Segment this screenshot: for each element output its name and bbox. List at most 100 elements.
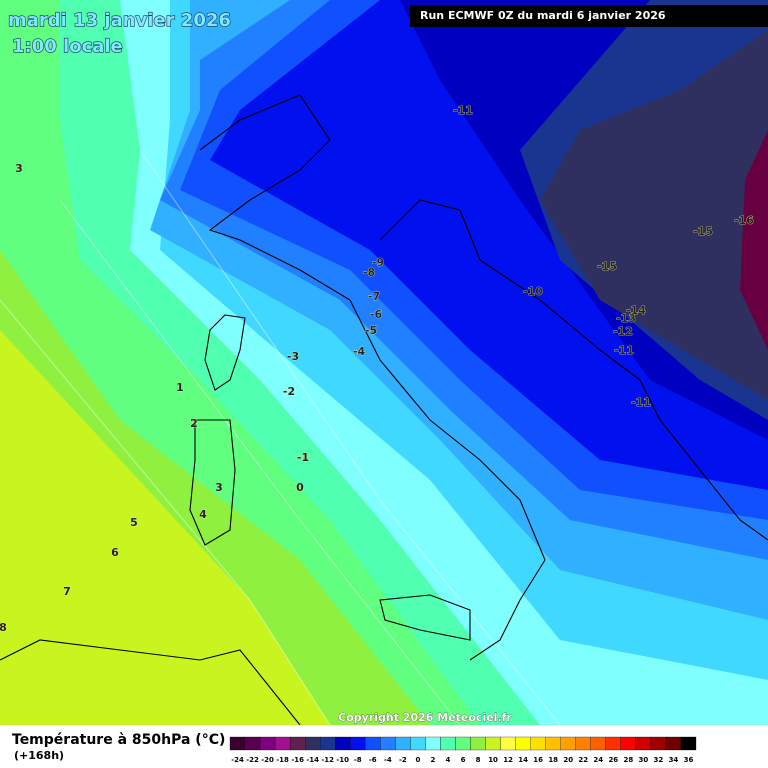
contour-label: -15 <box>693 225 713 238</box>
contour-label: -11 <box>631 396 651 409</box>
contour-label: 2 <box>190 417 198 430</box>
contour-label: -14 <box>626 304 646 317</box>
colorbar-label: 6 <box>461 756 466 764</box>
temperature-field <box>0 0 768 726</box>
colorbar-cell <box>665 736 682 751</box>
colorbar-cell <box>365 736 381 751</box>
colorbar-label: -18 <box>276 756 289 764</box>
colorbar-cell <box>485 736 501 751</box>
contour-label: -2 <box>283 385 295 398</box>
lead-time: (+168h) <box>14 749 64 762</box>
colorbar-label: 14 <box>518 756 528 764</box>
colorbar-label: 30 <box>639 756 649 764</box>
map-time: 1:00 locale <box>12 36 123 57</box>
run-info: Run ECMWF 0Z du mardi 6 janvier 2026 <box>420 9 666 22</box>
colorbar-cell <box>410 736 426 751</box>
legend-title: Température à 850hPa (°C) <box>12 732 225 748</box>
colorbar-cell <box>440 736 456 751</box>
colorbar-cell <box>515 736 531 751</box>
colorbar-cell <box>620 736 637 751</box>
contour-label: -7 <box>368 290 380 303</box>
contour-label: -13 <box>616 312 636 325</box>
colorbar-cell <box>590 736 606 751</box>
colorbar-cell <box>350 736 366 751</box>
colorbar-label: 26 <box>608 756 618 764</box>
colorbar-cell <box>425 736 441 751</box>
colorbar-label: 36 <box>684 756 694 764</box>
colorbar-cell <box>470 736 486 751</box>
contour-label: 8 <box>0 621 7 634</box>
colorbar-label: -14 <box>306 756 319 764</box>
colorbar-cell <box>244 736 261 751</box>
colorbar-label: 2 <box>430 756 435 764</box>
contour-label: -11 <box>453 104 473 117</box>
colorbar-cell <box>320 736 336 751</box>
contour-label: -9 <box>372 256 384 269</box>
copyright: Copyright 2026 Meteociel.fr <box>338 711 512 724</box>
colorbar-label: -20 <box>261 756 274 764</box>
corsica <box>204 314 246 391</box>
colorbar-cell <box>575 736 591 751</box>
colorbar-cell <box>289 736 306 751</box>
sardinia <box>189 419 236 546</box>
colorbar-label: -8 <box>354 756 362 764</box>
colorbar-cell <box>650 736 667 751</box>
contour-label: 5 <box>130 516 138 529</box>
colorbar-label: 16 <box>533 756 543 764</box>
colorbar-label: 8 <box>476 756 481 764</box>
colorbar-cell <box>259 736 276 751</box>
colorbar-label: 32 <box>654 756 664 764</box>
colorbar-cell <box>395 736 411 751</box>
contour-label: 6 <box>111 546 119 559</box>
contour-label: -16 <box>734 214 754 227</box>
contour-label: -12 <box>613 325 633 338</box>
colorbar-cell <box>500 736 516 751</box>
colorbar-cell <box>635 736 652 751</box>
colorbar-label: 12 <box>503 756 513 764</box>
colorbar-cell <box>545 736 561 751</box>
contour-label: -10 <box>523 285 543 298</box>
map-title: mardi 13 janvier 2026 <box>8 10 231 31</box>
colorbar-cell <box>274 736 291 751</box>
colorbar-label: 34 <box>669 756 679 764</box>
sicily <box>379 594 471 641</box>
colorbar-label: 20 <box>563 756 573 764</box>
contour-label: -1 <box>297 451 309 464</box>
colorbar-cell <box>530 736 546 751</box>
colorbar-cell <box>455 736 471 751</box>
colorbar-cell <box>680 736 697 751</box>
contour-label: -4 <box>353 345 366 358</box>
colorbar-label: 22 <box>578 756 588 764</box>
contour-label: 7 <box>63 585 71 598</box>
contour-label: 1 <box>176 381 184 394</box>
colorbar-label: 10 <box>488 756 498 764</box>
colorbar-label: -4 <box>384 756 392 764</box>
colorbar-cell <box>380 736 396 751</box>
contour-label: 3 <box>215 481 223 494</box>
colorbar-label: -16 <box>291 756 304 764</box>
colorbar-label: -24 <box>231 756 244 764</box>
colorbar-label: 28 <box>623 756 633 764</box>
colorbar-label: -22 <box>246 756 259 764</box>
colorbar-cell <box>229 736 246 751</box>
colorbar-cell <box>605 736 621 751</box>
contour-label: -6 <box>370 308 383 321</box>
run-box <box>410 5 768 27</box>
contour-label: -8 <box>363 266 375 279</box>
coastlines <box>0 94 768 726</box>
contour-label: -11 <box>614 344 634 357</box>
colorbar-label: -12 <box>321 756 334 764</box>
colorbar-label: -10 <box>336 756 349 764</box>
contour-label: 4 <box>199 508 207 521</box>
colorbar-label: 0 <box>415 756 420 764</box>
colorbar-label: -6 <box>369 756 377 764</box>
contour-label: 3 <box>15 162 23 175</box>
contour-label: -15 <box>597 260 617 273</box>
colorbar-label: -2 <box>399 756 407 764</box>
contour-label: 0 <box>296 481 304 494</box>
contour-label: -5 <box>365 324 377 337</box>
colorbar-cell <box>305 736 321 751</box>
colorbar-label: 24 <box>593 756 603 764</box>
colorbar-cell <box>560 736 576 751</box>
